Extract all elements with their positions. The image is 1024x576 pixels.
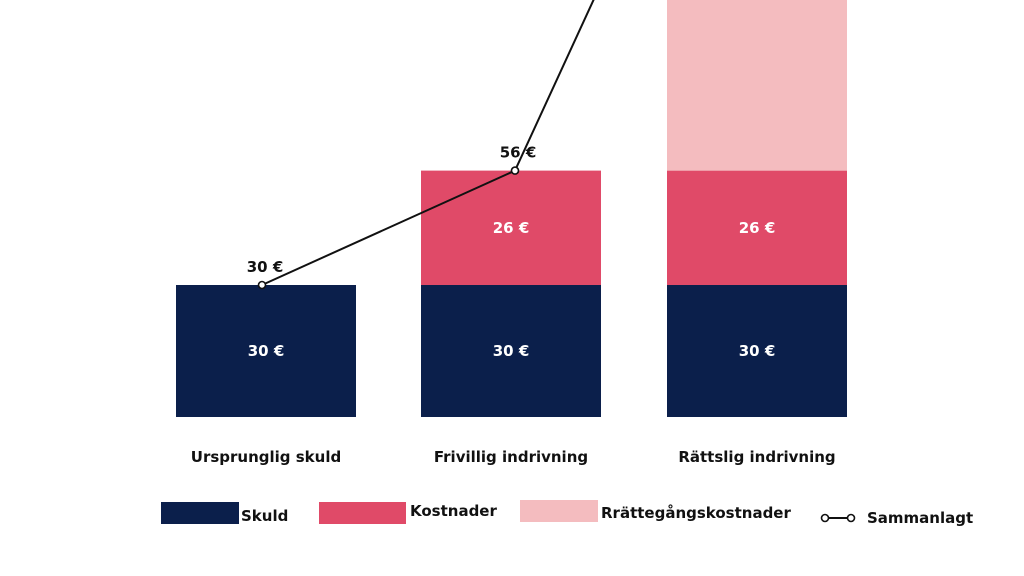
bar-skuld-frivillig-indrivning bbox=[421, 285, 601, 417]
bar-skuld-rattslig-indrivning bbox=[667, 285, 847, 417]
bar-kostnader-frivillig-indrivning bbox=[421, 170, 601, 285]
total-line-layer bbox=[257, 0, 595, 290]
bar-value-label: 26 € bbox=[739, 219, 776, 237]
total-point bbox=[510, 166, 520, 175]
bars-layer bbox=[176, 0, 847, 417]
category-label: Ursprunglig skuld bbox=[191, 448, 341, 466]
total-point bbox=[257, 280, 267, 290]
labels-layer: 30 € Ursprunglig skuld 30 € 26 € Frivillig i… bbox=[191, 144, 836, 466]
legend-label-kostnader: Kostnader bbox=[410, 502, 497, 520]
bar-value-label: 30 € bbox=[248, 342, 285, 360]
bar-value-label: 30 € bbox=[739, 342, 776, 360]
category-label: Rättslig indrivning bbox=[678, 448, 835, 466]
legend-swatch-skuld bbox=[161, 502, 239, 524]
bar-value-label: 30 € bbox=[493, 342, 530, 360]
total-value-label: 56 € bbox=[500, 144, 537, 162]
legend-swatch-kostnader bbox=[319, 502, 406, 524]
bar-rrattegangskostnader-rattslig-indrivning bbox=[667, 0, 847, 171]
total-value-label: 30 € bbox=[247, 258, 284, 276]
legend-label-skuld: Skuld bbox=[241, 507, 288, 525]
legend: Skuld Kostnader Rrättegångskostnader Samman… bbox=[161, 500, 973, 527]
bar-kostnader-rattslig-indrivning bbox=[667, 170, 847, 285]
category-label: Frivillig indrivning bbox=[434, 448, 588, 466]
legend-line-marker bbox=[846, 513, 856, 523]
legend-swatch-rrattegangskostnader bbox=[520, 500, 598, 522]
bar-skuld-ursprunglig-skuld bbox=[176, 285, 356, 417]
legend-line-marker bbox=[820, 513, 830, 523]
bar-value-label: 26 € bbox=[493, 219, 530, 237]
legend-label-rrattegangskostnader: Rrättegångskostnader bbox=[601, 504, 791, 522]
legend-label-sammanlagt: Sammanlagt bbox=[867, 509, 973, 527]
